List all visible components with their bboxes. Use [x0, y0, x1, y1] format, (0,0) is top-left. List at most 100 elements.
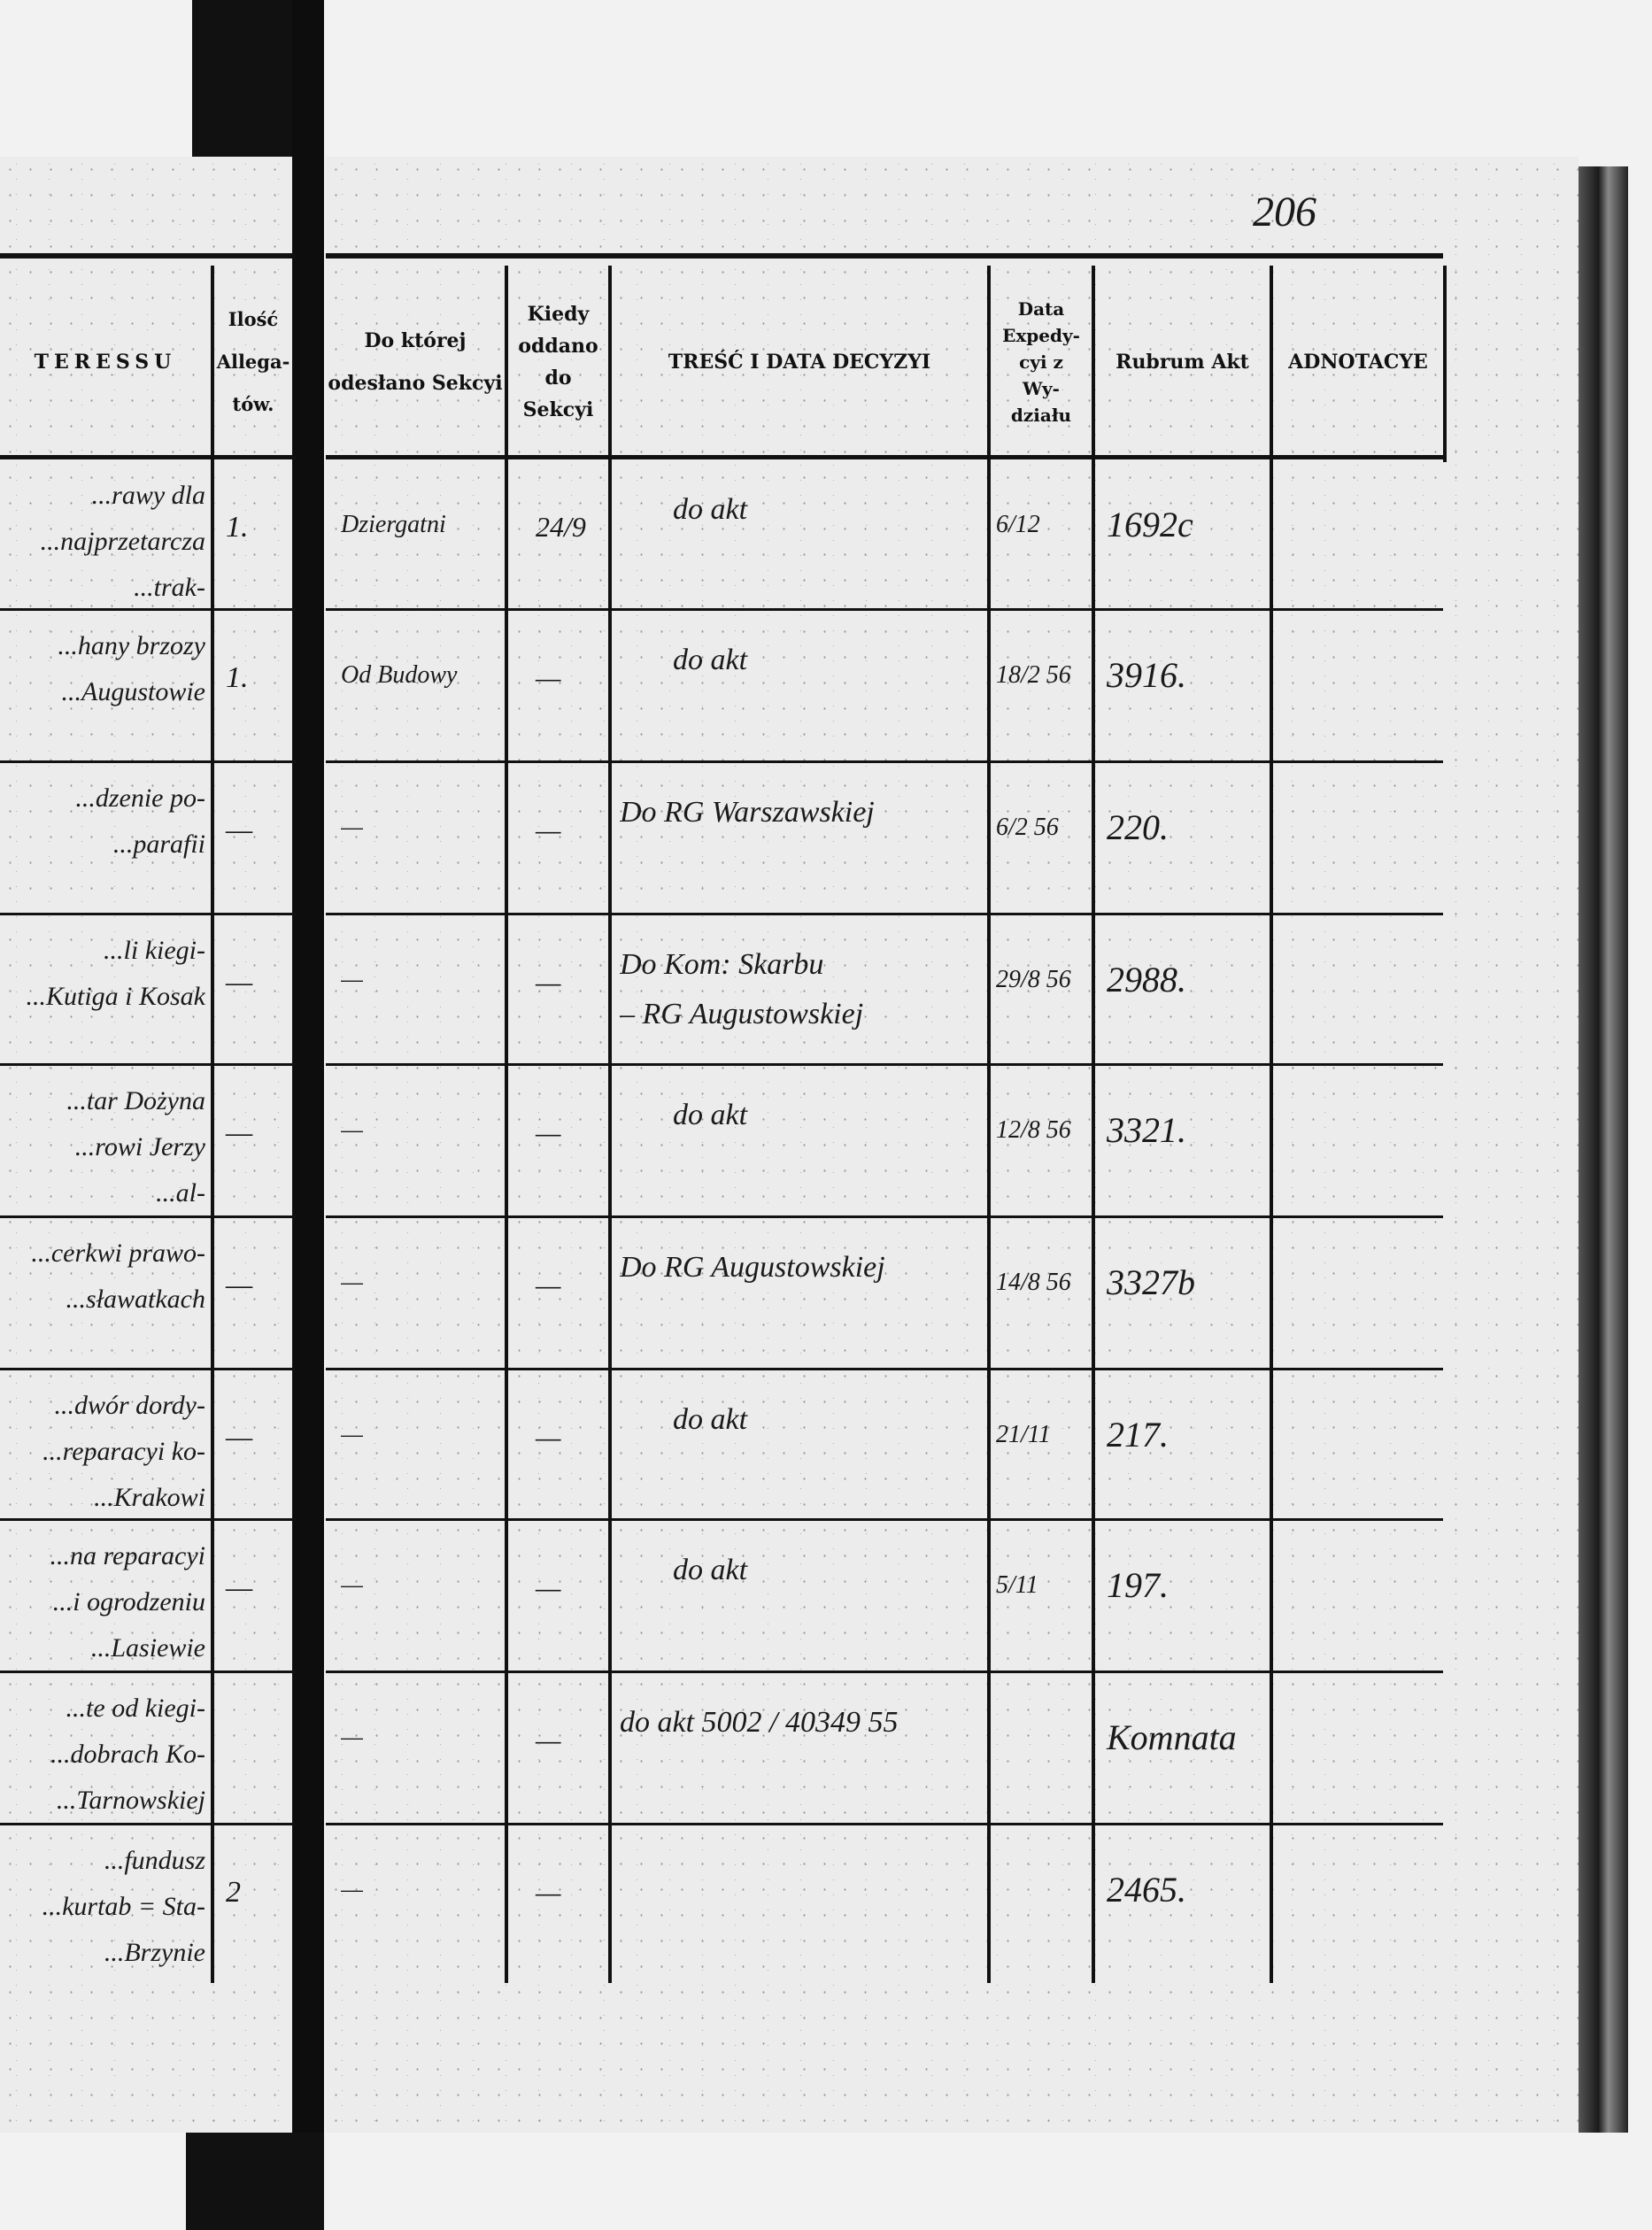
column-divider: [987, 266, 991, 1983]
column-divider: [608, 266, 612, 1983]
left-entry-text: ...dwór dordy-: [54, 1391, 205, 1420]
row-divider: [0, 760, 296, 763]
header-bottom-rule: [0, 455, 296, 459]
header-kiedy: Kiedy oddano do Sekcyi: [518, 302, 598, 421]
sekcja-value: —: [341, 1421, 363, 1448]
left-entry-text: ...Tarnowskiej: [56, 1786, 205, 1815]
header-top-rule: [0, 253, 296, 258]
left-entry-text: ...reparacyi ko-: [42, 1437, 205, 1466]
table-row: ...rawy dla ...najprzetarcza ...trak- 1. Dzi…: [0, 458, 1443, 608]
table-row: ...dwór dordy- ...reparacyi ko- ...Krakowi…: [0, 1368, 1443, 1518]
rubrum-value: Komnata: [1107, 1717, 1237, 1757]
kiedy-value: —: [536, 1421, 561, 1453]
table-row: ...tar Dożyna ...rowi Jerzy ...al- — — — do ak…: [0, 1063, 1443, 1214]
left-entry-text: ...Brzynie: [104, 1938, 205, 1967]
row-divider: [0, 1823, 296, 1825]
left-entry-text: ...te od kiegi-: [66, 1694, 205, 1723]
table-row: ...li kiegi- ...Kutiga i Kosak — — — Do Kom: …: [0, 913, 1443, 1063]
tresc-value: do akt: [673, 1099, 748, 1131]
data-expedycyi-value: 18/2 56: [996, 661, 1071, 689]
rubrum-value: 3327b: [1107, 1262, 1195, 1302]
data-expedycyi-value: 6/12: [996, 511, 1040, 538]
table-row: ...fundusz ...kurtab = Sta- ...Brzynie 2 — — 2…: [0, 1823, 1443, 1973]
rubrum-value: 2988.: [1107, 960, 1186, 999]
allegaty-value: 1.: [226, 661, 249, 694]
row-divider: [326, 1215, 1443, 1218]
header-tresc: TREŚĆ I DATA DECYZYI: [668, 350, 931, 374]
row-divider: [0, 608, 296, 611]
allegaty-value: —: [226, 966, 253, 999]
tresc-value: Do RG Warszawskiej: [620, 796, 875, 829]
header-bottom-rule: [326, 455, 1443, 459]
kiedy-value: —: [536, 1876, 561, 1908]
row-divider: [0, 1368, 296, 1370]
page-edge: [1579, 166, 1628, 2133]
left-page: [0, 157, 296, 2133]
kiedy-value: —: [536, 966, 561, 998]
left-entry-text: ...hany brzozy: [58, 631, 205, 660]
data-expedycyi-value: 14/8 56: [996, 1269, 1071, 1296]
table-row: ...te od kiegi- ...dobrach Ko- ...Tarnowsk…: [0, 1671, 1443, 1821]
allegaty-value: —: [226, 1116, 253, 1149]
left-entry-text: ...rowi Jerzy: [74, 1132, 205, 1161]
row-divider: [0, 1215, 296, 1218]
column-divider: [211, 266, 214, 1983]
row-divider: [0, 1518, 296, 1521]
left-entry-text: ...tar Dożyna: [66, 1086, 205, 1115]
tresc-value: do akt: [673, 493, 748, 526]
rubrum-value: 3321.: [1107, 1110, 1186, 1150]
allegaty-value: —: [226, 1571, 253, 1604]
tresc-value: do akt 5002 / 40349 55: [620, 1706, 899, 1739]
gutter: [292, 0, 324, 2230]
left-entry-text: ...al-: [156, 1178, 205, 1208]
left-entry-text: ...trak-: [134, 573, 205, 602]
left-entry-text: ...na reparacyi: [50, 1541, 205, 1570]
tresc-value: Do Kom: Skarbu: [620, 948, 824, 981]
left-entry-text: ...Lasiewie: [90, 1633, 205, 1663]
tresc-value: – RG Augustowskiej: [620, 998, 864, 1030]
tresc-value: do akt: [673, 644, 748, 676]
row-divider: [326, 913, 1443, 915]
sekcja-value: —: [341, 814, 363, 841]
kiedy-value: —: [536, 814, 561, 845]
left-entry-text: ...Kutiga i Kosak: [26, 982, 205, 1011]
left-entry-text: ...li kiegi-: [104, 936, 205, 965]
rubrum-value: 220.: [1107, 807, 1169, 847]
allegaty-value: 2: [226, 1876, 241, 1909]
left-entry-text: ...rawy dla: [91, 481, 205, 510]
kiedy-value: —: [536, 1116, 561, 1148]
row-divider: [326, 1671, 1443, 1673]
rubrum-value: 2465.: [1107, 1870, 1186, 1910]
left-entry-text: ...fundusz: [104, 1846, 205, 1875]
rubrum-value: 197.: [1107, 1565, 1169, 1605]
row-divider: [0, 913, 296, 915]
table-row: ...dzenie po- ...parafii — — — Do RG Warszaws…: [0, 760, 1443, 911]
sekcja-value: —: [341, 1269, 363, 1296]
sekcja-value: —: [341, 966, 363, 993]
allegaty-value: —: [226, 814, 253, 846]
row-divider: [326, 1063, 1443, 1066]
header-adnotacye: ADNOTACYE: [1288, 350, 1428, 374]
tresc-value: Do RG Augustowskiej: [620, 1251, 885, 1284]
kiedy-value: —: [536, 1571, 561, 1603]
column-divider: [1443, 266, 1447, 462]
allegaty-value: —: [226, 1269, 253, 1301]
row-divider: [326, 760, 1443, 763]
left-entry-text: ...i ogrodzeniu: [52, 1587, 205, 1617]
kiedy-value: —: [536, 1724, 561, 1755]
column-divider: [505, 266, 508, 1983]
allegaty-value: —: [226, 1421, 253, 1454]
data-expedycyi-value: 6/2 56: [996, 814, 1059, 841]
header-allegaty: Ilość Allega-tów.: [216, 307, 290, 415]
header-rubrum: Rubrum Akt: [1115, 350, 1249, 374]
table-row: ...na reparacyi ...i ogrodzeniu ...Lasiewi…: [0, 1518, 1443, 1669]
table-row: ...cerkwi prawo- ...sławatkach — — — Do RG Au…: [0, 1215, 1443, 1366]
sekcja-value: —: [341, 1116, 363, 1144]
row-divider: [326, 1368, 1443, 1370]
sekcja-value: —: [341, 1571, 363, 1599]
left-entry-text: ...sławatkach: [66, 1285, 206, 1314]
column-divider: [1270, 266, 1273, 1983]
row-divider: [326, 1823, 1443, 1825]
header-top-rule: [326, 253, 1443, 258]
data-expedycyi-value: 21/11: [996, 1421, 1051, 1448]
